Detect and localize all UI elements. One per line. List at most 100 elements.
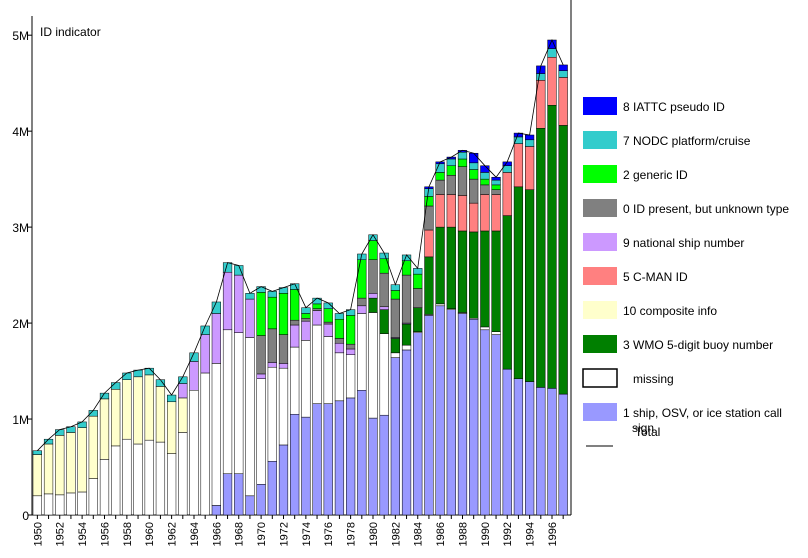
legend-swatch-8 bbox=[582, 368, 618, 388]
bar-segment-1-1963 bbox=[178, 432, 188, 516]
bar-segment-7-1974 bbox=[301, 313, 311, 319]
bar-segment-7-1984 bbox=[413, 273, 423, 289]
bar-segment-8-1970 bbox=[256, 286, 266, 293]
bar-segment-2-1960 bbox=[144, 374, 154, 441]
bar-segment-5-1976 bbox=[323, 323, 333, 337]
x-tick-label-1980: 1980 bbox=[368, 522, 380, 546]
bar-segment-9-1997 bbox=[558, 64, 568, 71]
bar-segment-6-1989 bbox=[469, 178, 479, 204]
bar-segment-7-1991 bbox=[491, 184, 501, 190]
bar-segment-0-1986 bbox=[435, 305, 445, 516]
bar-segment-8-1994 bbox=[525, 139, 535, 147]
bar-segment-2-1950 bbox=[32, 454, 42, 497]
bar-segment-4-1987 bbox=[446, 194, 456, 228]
bar-segment-6-1984 bbox=[413, 288, 423, 308]
x-tick-label-1964: 1964 bbox=[189, 522, 201, 546]
bar-segment-0-1992 bbox=[502, 368, 512, 516]
total-line bbox=[37, 39, 564, 451]
series-0 bbox=[211, 305, 568, 516]
bar-segment-1-1960 bbox=[144, 439, 154, 516]
x-axis: 1950 1952 1954 1956 1958 1960 1962 1964 1966 1968… bbox=[32, 515, 564, 546]
legend-label-2: 2 generic ID bbox=[623, 168, 688, 182]
bar-segment-2-1956 bbox=[99, 398, 110, 460]
bar-segment-0-1996 bbox=[547, 388, 557, 516]
bar-segment-3-1989 bbox=[469, 231, 479, 319]
bar-segment-2-1952 bbox=[55, 435, 65, 496]
bar-segment-1-1953 bbox=[66, 492, 76, 516]
bar-segment-6-1981 bbox=[379, 272, 389, 308]
bar-segment-4-1991 bbox=[491, 194, 501, 232]
bar-segment-7-1985 bbox=[424, 196, 434, 207]
bar-segment-4-1993 bbox=[513, 143, 524, 188]
bar-segment-3-1980 bbox=[368, 297, 378, 313]
bar-segment-0-1989 bbox=[469, 318, 479, 516]
bar-segment-7-1972 bbox=[278, 293, 289, 335]
bar-segment-3-1988 bbox=[457, 230, 468, 313]
legend-swatch-1 bbox=[583, 131, 617, 149]
bar-segment-8-1989 bbox=[469, 162, 479, 170]
bar-segment-1-1966 bbox=[211, 363, 221, 506]
bar-segment-5-1974 bbox=[301, 320, 311, 341]
bar-segment-5-1963 bbox=[178, 383, 188, 399]
x-tick-label-1984: 1984 bbox=[413, 522, 425, 546]
legend-item-3: 0 ID present, but unknown type bbox=[583, 199, 789, 217]
legend-label-5: 5 C-MAN ID bbox=[623, 270, 688, 284]
bar-segment-2-1958 bbox=[122, 379, 132, 440]
x-tick-label-1990: 1990 bbox=[480, 522, 492, 546]
bar-segment-1-1952 bbox=[55, 494, 65, 516]
bar-segment-3-1991 bbox=[491, 230, 501, 332]
bar-segment-3-1982 bbox=[390, 338, 400, 354]
bar-segment-8-1987 bbox=[446, 158, 456, 166]
bar-segment-3-1986 bbox=[435, 226, 445, 305]
y-tick-label-5: 5M bbox=[12, 29, 29, 43]
bar-segment-7-1987 bbox=[446, 165, 456, 176]
bar-segment-2-1959 bbox=[133, 376, 143, 445]
bar-segment-8-1995 bbox=[536, 73, 546, 81]
bar-segment-5-1964 bbox=[189, 361, 199, 391]
x-tick-label-1958: 1958 bbox=[122, 522, 134, 546]
legend-item-5: 5 C-MAN ID bbox=[583, 267, 688, 285]
bar-segment-5-1971 bbox=[267, 362, 277, 368]
bar-segment-3-1994 bbox=[525, 189, 535, 382]
series-6 bbox=[256, 166, 501, 375]
bar-segment-1-1991 bbox=[491, 331, 501, 335]
bar-segment-6-1988 bbox=[457, 166, 468, 196]
bar-segment-1-1955 bbox=[88, 478, 98, 516]
bar-segment-8-1990 bbox=[480, 172, 490, 180]
bar-segment-8-1961 bbox=[155, 379, 166, 387]
bar-segment-9-1994 bbox=[525, 134, 535, 141]
bar-segment-0-1981 bbox=[379, 414, 389, 516]
bar-segment-0-1975 bbox=[312, 403, 322, 516]
bar-segment-3-1981 bbox=[379, 309, 389, 334]
bar-segment-1-1969 bbox=[245, 337, 255, 497]
bar-segment-1-1950 bbox=[32, 495, 42, 516]
legend-item-1: 7 NODC platform/cruise bbox=[583, 131, 751, 149]
bar-segment-7-1971 bbox=[267, 296, 277, 330]
bar-segment-7-1982 bbox=[390, 290, 400, 300]
bar-segment-3-1996 bbox=[547, 104, 557, 389]
bar-segment-3-1990 bbox=[480, 230, 490, 328]
bar-segment-6-1975 bbox=[312, 308, 322, 311]
x-tick-label-1982: 1982 bbox=[390, 522, 402, 546]
bar-segment-5-1977 bbox=[334, 342, 345, 354]
x-tick-label-1962: 1962 bbox=[167, 522, 179, 546]
bar-segment-1-1958 bbox=[122, 438, 132, 516]
bar-segment-0-1979 bbox=[357, 390, 367, 516]
bar-segment-1-1961 bbox=[155, 441, 166, 516]
series-9 bbox=[424, 39, 568, 189]
bar-segment-1-1964 bbox=[189, 390, 199, 516]
y-tick-label-1: 1M bbox=[12, 413, 29, 427]
bar-segment-7-1976 bbox=[323, 308, 333, 323]
bar-segment-1-1956 bbox=[99, 459, 110, 516]
bar-segment-8-1988 bbox=[457, 152, 468, 160]
x-tick-label-1986: 1986 bbox=[435, 522, 447, 546]
legend-swatch-9 bbox=[583, 403, 617, 421]
bar-segment-0-1982 bbox=[390, 357, 400, 516]
bar-segment-1-1962 bbox=[167, 453, 177, 516]
chart-title: ID indicator bbox=[40, 25, 101, 39]
legend-item-4: 9 national ship number bbox=[583, 233, 744, 251]
bar-segment-0-1993 bbox=[513, 378, 524, 516]
bar-segment-0-1984 bbox=[413, 332, 423, 516]
bar-segment-5-1970 bbox=[256, 373, 266, 379]
bar-segment-7-1970 bbox=[256, 292, 266, 336]
